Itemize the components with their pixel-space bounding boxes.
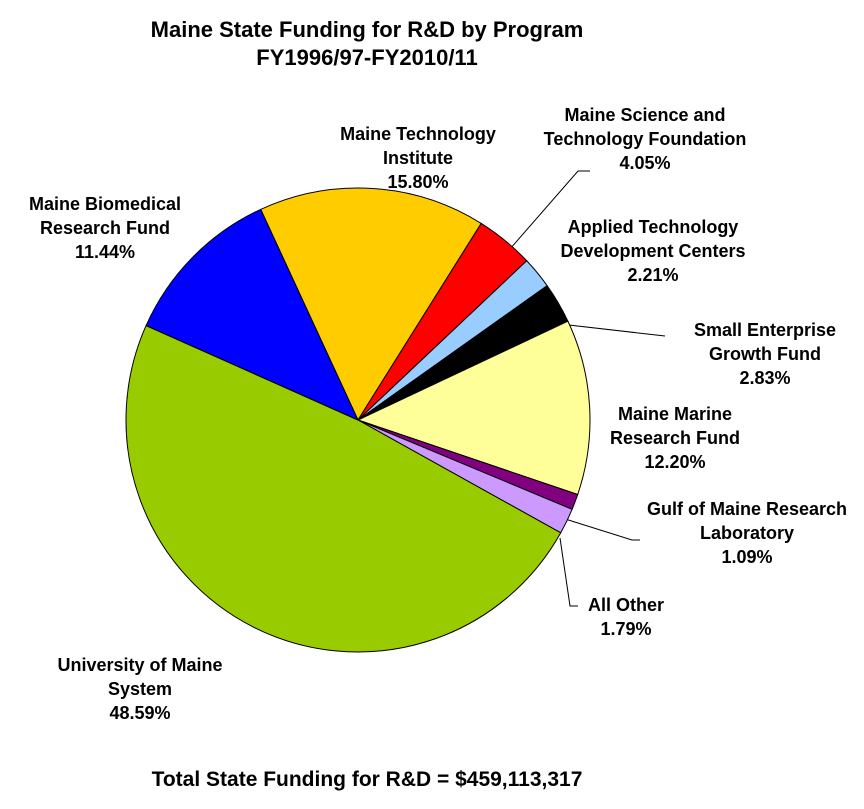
pie-slice bbox=[125, 324, 562, 653]
slice-label: Small Enterprise Growth Fund 2.83% bbox=[675, 318, 855, 390]
slice-value: 11.44% bbox=[74, 242, 136, 262]
slice-label: Maine Marine Research Fund 12.20% bbox=[595, 402, 755, 474]
pie-slice bbox=[356, 320, 591, 496]
slice-value: 4.05% bbox=[619, 153, 671, 173]
slice-name: Small Enterprise Growth Fund bbox=[693, 320, 837, 364]
pie-slice bbox=[145, 208, 360, 421]
slice-label: All Other 1.79% bbox=[576, 593, 676, 641]
slice-name: Maine Technology Institute bbox=[340, 124, 496, 168]
slice-value: 1.09% bbox=[721, 547, 773, 567]
slice-value: 2.83% bbox=[739, 368, 791, 388]
slice-value: 12.20% bbox=[644, 452, 706, 472]
slice-label: Gulf of Maine Research Laboratory 1.09% bbox=[634, 497, 860, 569]
slice-value: 48.59% bbox=[109, 703, 171, 723]
slice-label: University of Maine System 48.59% bbox=[34, 653, 246, 725]
slice-name: Maine Biomedical Research Fund bbox=[28, 194, 182, 238]
leader-line bbox=[561, 517, 640, 541]
slice-value: 15.80% bbox=[387, 172, 449, 192]
leader-line bbox=[559, 537, 578, 607]
slice-name: Maine Marine Research Fund bbox=[609, 404, 741, 448]
slice-label: Applied Technology Development Centers 2.… bbox=[531, 215, 776, 287]
slice-value: 1.79% bbox=[600, 619, 652, 639]
slice-value: 2.21% bbox=[627, 265, 679, 285]
slice-name: Maine Science and Technology Foundation bbox=[543, 105, 747, 149]
chart-subtitle: FY1996/97-FY2010/11 bbox=[256, 45, 478, 70]
pie-slice bbox=[260, 187, 482, 422]
slice-name: Gulf of Maine Research Laboratory bbox=[646, 499, 848, 543]
total-annotation: Total State Funding for R&D = $459,113,3… bbox=[151, 768, 583, 791]
slice-label: Maine Science and Technology Foundation 4… bbox=[540, 103, 750, 175]
chart-title: Maine State Funding for R&D by Program bbox=[150, 17, 584, 42]
slice-name: Applied Technology Development Centers bbox=[560, 217, 746, 261]
slice-name: University of Maine System bbox=[57, 655, 223, 699]
leader-line bbox=[559, 323, 666, 337]
slice-name: All Other bbox=[587, 595, 664, 615]
leader-line bbox=[502, 170, 590, 258]
slice-label: Maine Biomedical Research Fund 11.44% bbox=[8, 192, 203, 264]
slice-label: Maine Technology Institute 15.80% bbox=[331, 122, 506, 194]
